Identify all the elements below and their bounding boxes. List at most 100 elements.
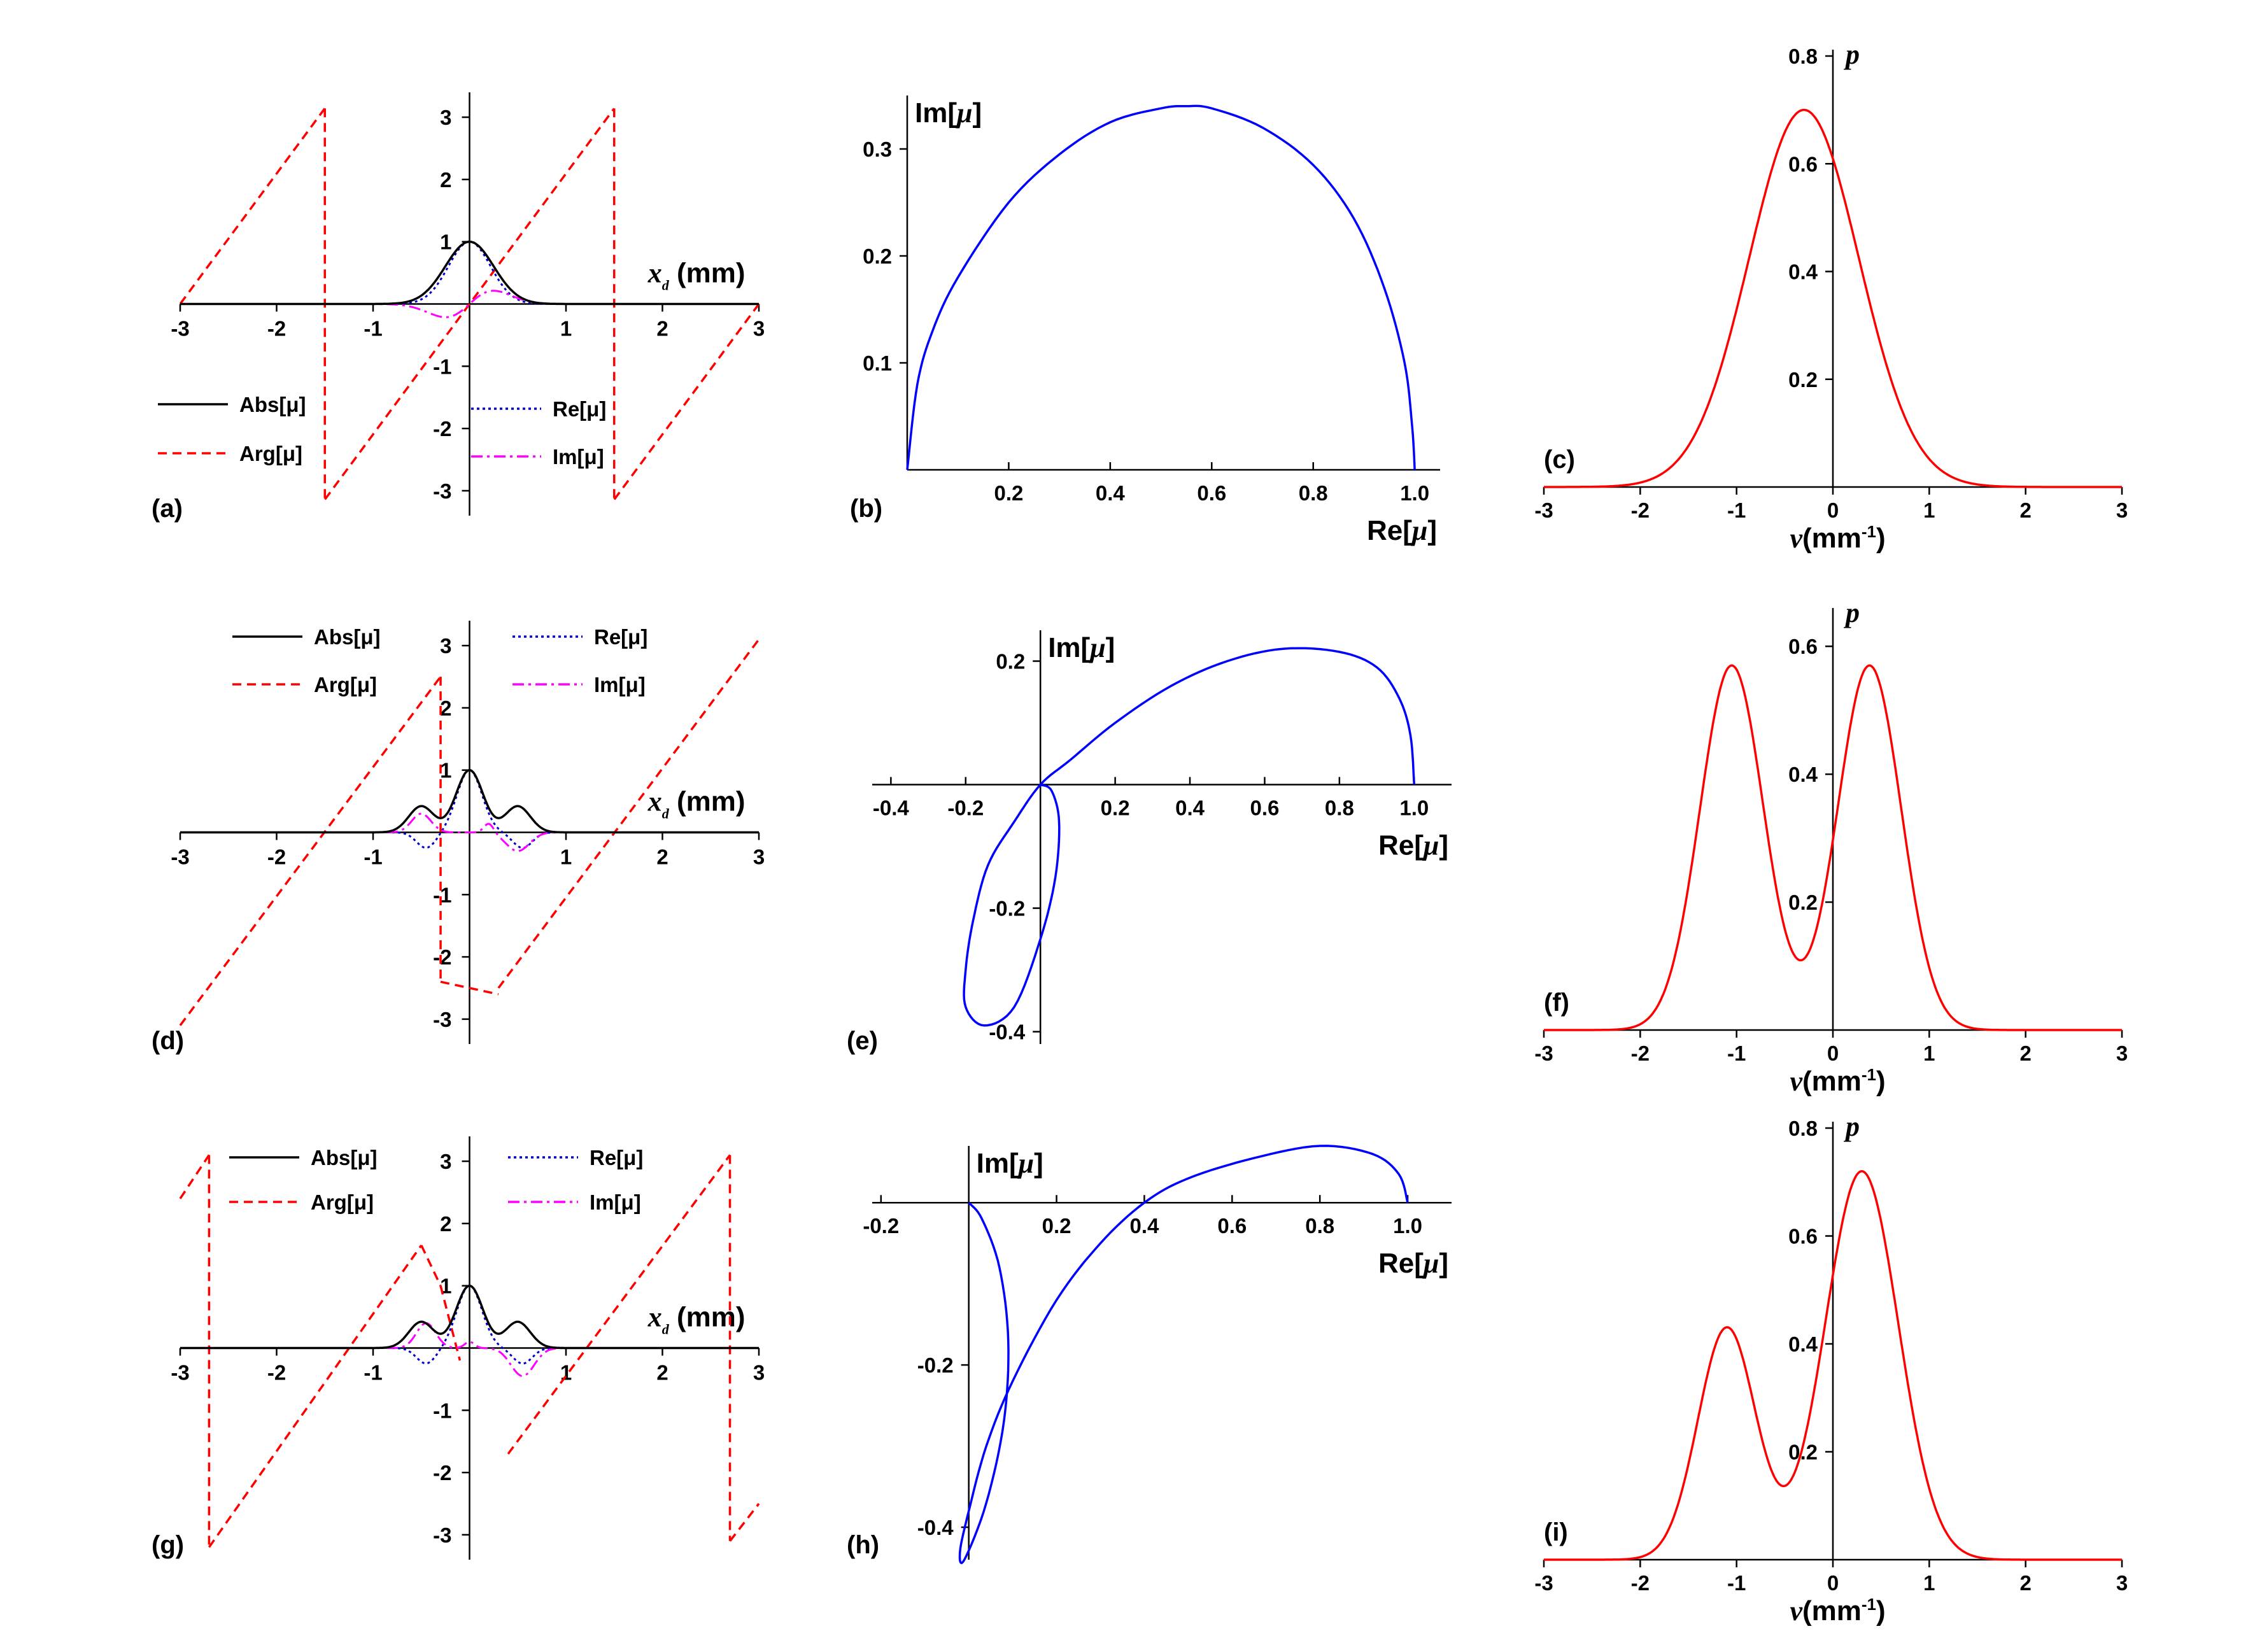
y-tick-label: 0.1 — [863, 351, 892, 375]
p-axis-label: p — [1843, 597, 1860, 628]
y-tick-label: 0.8 — [1788, 1117, 1818, 1140]
mu-curve — [906, 104, 1416, 470]
panel-a: -3 -2 -1 1 2 3 -3 -2 -1 1 2 3 xd (mm) Abs[μ] Arg[μ] Re[… — [152, 92, 765, 523]
x-tick-label: 0 — [1827, 1571, 1839, 1595]
legend-label-arg: Arg[μ] — [311, 1190, 374, 1214]
y-tick-label: 0.2 — [863, 244, 892, 268]
x-tick-label: 0.6 — [1197, 481, 1226, 505]
x-tick-label: 0.8 — [1325, 796, 1354, 820]
y-tick-label: -0.2 — [989, 897, 1025, 921]
panel-label: (g) — [152, 1531, 184, 1559]
x-tick-label: 0.2 — [994, 481, 1023, 505]
x-tick-label: 0.6 — [1217, 1214, 1247, 1238]
y-tick-label: 1 — [440, 759, 451, 782]
x-tick-label: 3 — [2116, 1041, 2128, 1065]
panel-d: -3 -2 -1 1 2 3 -3 -2 -1 1 2 3 xd (mm) Abs[μ] Arg[μ] Re[… — [152, 621, 765, 1055]
x-tick-label: -1 — [1727, 1571, 1746, 1595]
x-tick-label: -3 — [171, 845, 189, 869]
legend-label-im: Im[μ] — [553, 445, 604, 469]
arg-series-line — [208, 1245, 423, 1548]
y-tick-label: 0.4 — [1788, 763, 1818, 786]
y-tick-label: -3 — [433, 1523, 451, 1547]
mu-curve — [958, 1145, 1409, 1565]
x-tick-label: -1 — [1727, 1041, 1746, 1065]
p-axis-label: p — [1843, 1111, 1860, 1142]
nu-axis-label: ν(mm-1) — [1790, 1065, 1885, 1097]
panels: -3 -2 -1 1 2 3 -3 -2 -1 1 2 3 xd (mm) Abs[μ] Arg[μ] Re[… — [152, 39, 2128, 1627]
x-tick-label: 2 — [656, 317, 668, 341]
arg-series-line — [179, 1154, 210, 1199]
panel-label: (f) — [1544, 989, 1569, 1017]
y-tick-label: -0.4 — [917, 1516, 954, 1539]
x-tick-label: 0.8 — [1299, 481, 1328, 505]
y-tick-label: 0.2 — [1788, 891, 1818, 914]
x-tick-label: -0.4 — [873, 796, 910, 820]
y-tick-label: -2 — [433, 1461, 451, 1485]
xd-axis-label: xd (mm) — [647, 257, 746, 293]
p-curve — [1544, 108, 2122, 488]
y-tick-label: 2 — [440, 168, 451, 192]
x-tick-label: 2 — [656, 1361, 668, 1385]
panel-b: 0.2 0.4 0.6 0.8 1.0 0.1 0.2 0.3 Im[μ] Re[μ] (b) — [850, 95, 1440, 546]
x-tick-label: -2 — [267, 1361, 286, 1385]
legend-label-im: Im[μ] — [590, 1190, 641, 1214]
panel-label: (i) — [1544, 1518, 1568, 1546]
legend-label-abs: Abs[μ] — [314, 625, 381, 649]
panel-label: (c) — [1544, 446, 1575, 474]
x-tick-label: -3 — [1534, 1571, 1553, 1595]
x-tick-label: 1.0 — [1393, 1214, 1422, 1238]
x-tick-label: -0.2 — [947, 796, 984, 820]
x-tick-label: 2 — [656, 845, 668, 869]
x-tick-label: -1 — [1727, 498, 1746, 522]
x-tick-label: -2 — [267, 317, 286, 341]
legend-label-re: Re[μ] — [594, 625, 647, 649]
panel-f: -3 -2 -1 0 1 2 3 0.2 0.4 0.6 p ν(mm-1) (f) — [1534, 597, 2128, 1097]
arg-series-line — [729, 1502, 760, 1542]
legend-label-abs: Abs[μ] — [311, 1146, 378, 1169]
x-tick-label: 1 — [1923, 1571, 1935, 1595]
panel-c: -3 -2 -1 0 1 2 3 0.2 0.4 0.6 0.8 p ν(mm-1) (c) — [1534, 39, 2128, 554]
mu-curve — [963, 647, 1416, 1027]
arg-series-line — [179, 675, 442, 1026]
arg-series-line — [179, 108, 326, 305]
y-tick-label: 0.2 — [996, 650, 1025, 674]
y-tick-label: 3 — [440, 1150, 451, 1173]
x-tick-label: -2 — [1631, 1041, 1650, 1065]
x-tick-label: -3 — [171, 1361, 189, 1385]
y-tick-label: -1 — [433, 355, 451, 378]
x-tick-label: 0.4 — [1096, 481, 1126, 505]
panel-h: -0.2 0.2 0.4 0.6 0.8 1.0 -0.4 -0.2 Im[μ] Re[μ] (h) — [847, 1145, 1452, 1565]
re-mu-axis-label: Re[μ] — [1378, 830, 1448, 861]
legend-label-re: Re[μ] — [590, 1146, 643, 1169]
x-tick-label: 0.2 — [1101, 796, 1130, 820]
arg-series-line — [420, 1245, 442, 1287]
x-tick-label: 2 — [2019, 1041, 2031, 1065]
x-tick-label: 1 — [1923, 1041, 1935, 1065]
y-tick-label: -2 — [433, 417, 451, 441]
x-tick-label: -3 — [1534, 498, 1553, 522]
y-tick-label: -1 — [433, 883, 451, 907]
arg-series-line — [507, 1154, 732, 1455]
panel-label: (d) — [152, 1027, 184, 1055]
x-tick-label: 0.8 — [1305, 1214, 1334, 1238]
nu-axis-label: ν(mm-1) — [1790, 1595, 1885, 1627]
x-tick-label: 1 — [560, 845, 572, 869]
y-tick-label: 0.3 — [863, 138, 892, 161]
y-tick-label: -2 — [433, 945, 451, 969]
arg-series-line — [613, 303, 760, 500]
nu-axis-label: ν(mm-1) — [1790, 522, 1885, 554]
x-tick-label: 2 — [2019, 1571, 2031, 1595]
y-tick-label: 0.4 — [1788, 1332, 1818, 1356]
x-tick-label: 1 — [1923, 498, 1935, 522]
x-tick-label: 0 — [1827, 498, 1839, 522]
legend-label-re: Re[μ] — [553, 397, 606, 421]
x-tick-label: -0.2 — [863, 1214, 899, 1238]
y-tick-label: 2 — [440, 1212, 451, 1236]
x-tick-label: 1.0 — [1399, 796, 1429, 820]
x-tick-label: -2 — [267, 845, 286, 869]
x-tick-label: -2 — [1631, 1571, 1650, 1595]
y-tick-label: -1 — [433, 1399, 451, 1422]
x-tick-label: -1 — [364, 1361, 382, 1385]
y-tick-label: 2 — [440, 696, 451, 720]
im-mu-axis-label: Im[μ] — [915, 97, 982, 129]
